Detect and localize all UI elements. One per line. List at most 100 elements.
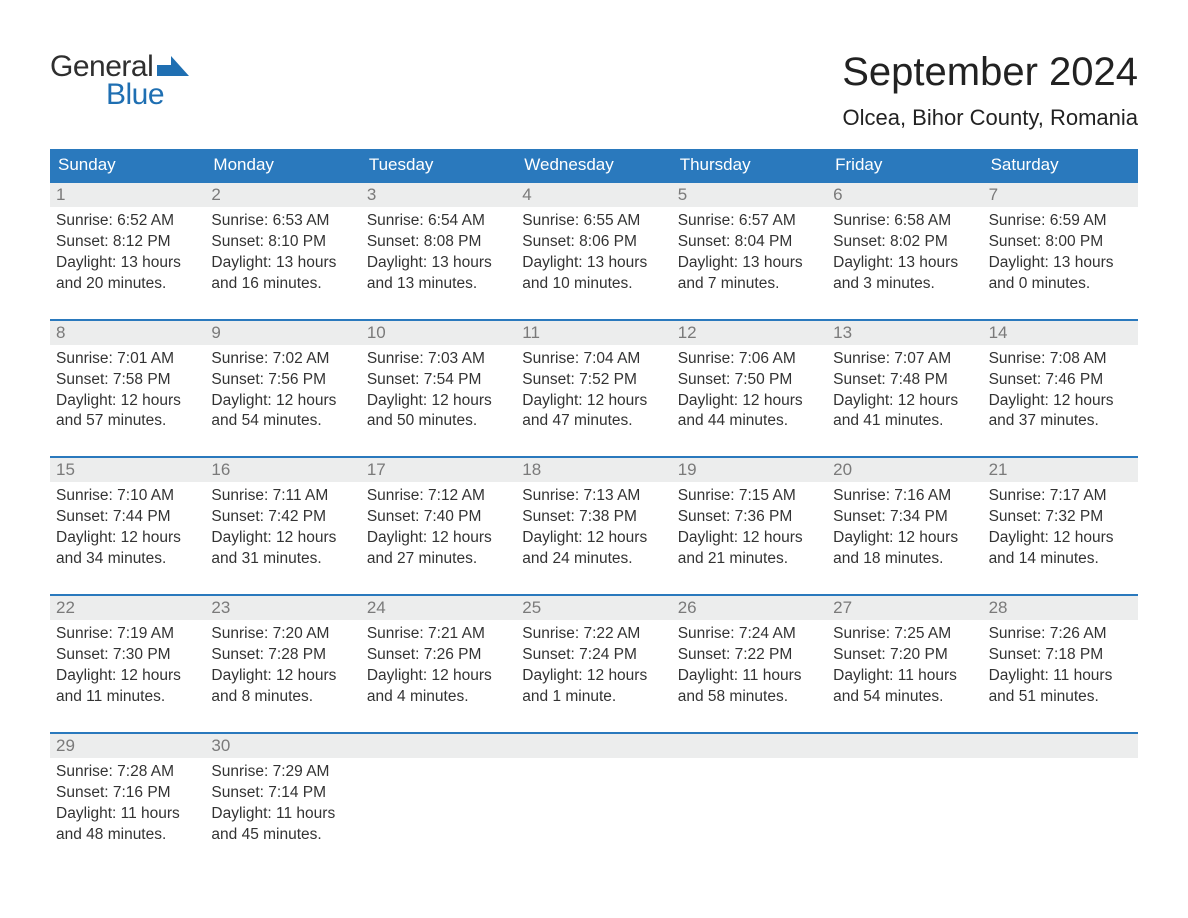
day-number: 13: [827, 321, 982, 345]
daylight-line-1: Daylight: 12 hours: [522, 528, 665, 549]
sunrise-line: Sunrise: 7:24 AM: [678, 624, 821, 645]
daylight-line-2: and 14 minutes.: [989, 549, 1132, 570]
weekday-header: Friday: [827, 149, 982, 181]
day-cell: Sunrise: 7:13 AMSunset: 7:38 PMDaylight:…: [516, 482, 671, 570]
day-cell: [361, 758, 516, 846]
sunset-line: Sunset: 8:04 PM: [678, 232, 821, 253]
day-number: [983, 734, 1138, 758]
sunset-line: Sunset: 7:42 PM: [211, 507, 354, 528]
daylight-line-2: and 44 minutes.: [678, 411, 821, 432]
daylight-line-1: Daylight: 12 hours: [678, 528, 821, 549]
day-number: 29: [50, 734, 205, 758]
day-number: 2: [205, 183, 360, 207]
sunset-line: Sunset: 8:02 PM: [833, 232, 976, 253]
calendar-page: General Blue September 2024 Olcea, Bihor…: [0, 0, 1188, 885]
daylight-line-2: and 18 minutes.: [833, 549, 976, 570]
daylight-line-2: and 4 minutes.: [367, 687, 510, 708]
daynum-strip: 22232425262728: [50, 596, 1138, 620]
sunrise-line: Sunrise: 6:53 AM: [211, 211, 354, 232]
sunset-line: Sunset: 8:12 PM: [56, 232, 199, 253]
daylight-line-2: and 34 minutes.: [56, 549, 199, 570]
day-cell: Sunrise: 7:12 AMSunset: 7:40 PMDaylight:…: [361, 482, 516, 570]
daylight-line-1: Daylight: 12 hours: [211, 666, 354, 687]
day-number: 26: [672, 596, 827, 620]
day-number: 1: [50, 183, 205, 207]
daylight-line-2: and 50 minutes.: [367, 411, 510, 432]
day-number: 24: [361, 596, 516, 620]
sunrise-line: Sunrise: 7:15 AM: [678, 486, 821, 507]
sunset-line: Sunset: 7:32 PM: [989, 507, 1132, 528]
daylight-line-2: and 7 minutes.: [678, 274, 821, 295]
daylight-line-2: and 31 minutes.: [211, 549, 354, 570]
daynum-strip: 1234567: [50, 183, 1138, 207]
page-title: September 2024: [842, 50, 1138, 95]
sunrise-line: Sunrise: 7:25 AM: [833, 624, 976, 645]
daylight-line-1: Daylight: 13 hours: [211, 253, 354, 274]
day-cell: Sunrise: 6:52 AMSunset: 8:12 PMDaylight:…: [50, 207, 205, 295]
daylight-line-2: and 27 minutes.: [367, 549, 510, 570]
sunset-line: Sunset: 7:16 PM: [56, 783, 199, 804]
sunset-line: Sunset: 8:10 PM: [211, 232, 354, 253]
sunrise-line: Sunrise: 7:21 AM: [367, 624, 510, 645]
sunset-line: Sunset: 7:50 PM: [678, 370, 821, 391]
sunrise-line: Sunrise: 7:20 AM: [211, 624, 354, 645]
day-number: 21: [983, 458, 1138, 482]
sunset-line: Sunset: 7:48 PM: [833, 370, 976, 391]
sunset-line: Sunset: 7:40 PM: [367, 507, 510, 528]
daylight-line-1: Daylight: 12 hours: [367, 528, 510, 549]
daycontent-strip: Sunrise: 7:01 AMSunset: 7:58 PMDaylight:…: [50, 345, 1138, 433]
sunrise-line: Sunrise: 7:13 AM: [522, 486, 665, 507]
sunrise-line: Sunrise: 7:12 AM: [367, 486, 510, 507]
sunset-line: Sunset: 7:52 PM: [522, 370, 665, 391]
sunrise-line: Sunrise: 6:55 AM: [522, 211, 665, 232]
day-cell: Sunrise: 6:55 AMSunset: 8:06 PMDaylight:…: [516, 207, 671, 295]
daylight-line-1: Daylight: 11 hours: [989, 666, 1132, 687]
daylight-line-1: Daylight: 12 hours: [56, 391, 199, 412]
daylight-line-1: Daylight: 13 hours: [678, 253, 821, 274]
sunrise-line: Sunrise: 6:52 AM: [56, 211, 199, 232]
day-number: 28: [983, 596, 1138, 620]
day-cell: Sunrise: 7:20 AMSunset: 7:28 PMDaylight:…: [205, 620, 360, 708]
day-cell: Sunrise: 7:17 AMSunset: 7:32 PMDaylight:…: [983, 482, 1138, 570]
daylight-line-2: and 45 minutes.: [211, 825, 354, 846]
title-block: September 2024 Olcea, Bihor County, Roma…: [842, 50, 1138, 131]
weekday-header: Thursday: [672, 149, 827, 181]
sunset-line: Sunset: 7:36 PM: [678, 507, 821, 528]
day-cell: Sunrise: 6:59 AMSunset: 8:00 PMDaylight:…: [983, 207, 1138, 295]
sunrise-line: Sunrise: 6:59 AM: [989, 211, 1132, 232]
sunrise-line: Sunrise: 7:01 AM: [56, 349, 199, 370]
day-cell: [516, 758, 671, 846]
daylight-line-1: Daylight: 12 hours: [989, 391, 1132, 412]
sunrise-line: Sunrise: 7:04 AM: [522, 349, 665, 370]
day-cell: Sunrise: 7:04 AMSunset: 7:52 PMDaylight:…: [516, 345, 671, 433]
day-number: 8: [50, 321, 205, 345]
day-cell: Sunrise: 7:16 AMSunset: 7:34 PMDaylight:…: [827, 482, 982, 570]
daylight-line-2: and 20 minutes.: [56, 274, 199, 295]
day-number: 10: [361, 321, 516, 345]
weekday-header: Tuesday: [361, 149, 516, 181]
daynum-strip: 891011121314: [50, 321, 1138, 345]
sunset-line: Sunset: 7:28 PM: [211, 645, 354, 666]
day-cell: Sunrise: 7:03 AMSunset: 7:54 PMDaylight:…: [361, 345, 516, 433]
sunset-line: Sunset: 7:14 PM: [211, 783, 354, 804]
daylight-line-1: Daylight: 11 hours: [56, 804, 199, 825]
weekday-header: Sunday: [50, 149, 205, 181]
daylight-line-2: and 3 minutes.: [833, 274, 976, 295]
day-cell: Sunrise: 6:58 AMSunset: 8:02 PMDaylight:…: [827, 207, 982, 295]
week-row: 15161718192021Sunrise: 7:10 AMSunset: 7:…: [50, 456, 1138, 570]
sunset-line: Sunset: 8:06 PM: [522, 232, 665, 253]
daylight-line-1: Daylight: 13 hours: [989, 253, 1132, 274]
sunrise-line: Sunrise: 7:03 AM: [367, 349, 510, 370]
day-cell: Sunrise: 7:24 AMSunset: 7:22 PMDaylight:…: [672, 620, 827, 708]
day-number: 9: [205, 321, 360, 345]
daylight-line-1: Daylight: 13 hours: [367, 253, 510, 274]
daylight-line-1: Daylight: 12 hours: [833, 391, 976, 412]
sunrise-line: Sunrise: 7:07 AM: [833, 349, 976, 370]
daylight-line-2: and 13 minutes.: [367, 274, 510, 295]
daynum-strip: 2930: [50, 734, 1138, 758]
day-number: [516, 734, 671, 758]
daycontent-strip: Sunrise: 7:10 AMSunset: 7:44 PMDaylight:…: [50, 482, 1138, 570]
day-cell: Sunrise: 7:07 AMSunset: 7:48 PMDaylight:…: [827, 345, 982, 433]
week-row: 891011121314Sunrise: 7:01 AMSunset: 7:58…: [50, 319, 1138, 433]
sunrise-line: Sunrise: 7:26 AM: [989, 624, 1132, 645]
